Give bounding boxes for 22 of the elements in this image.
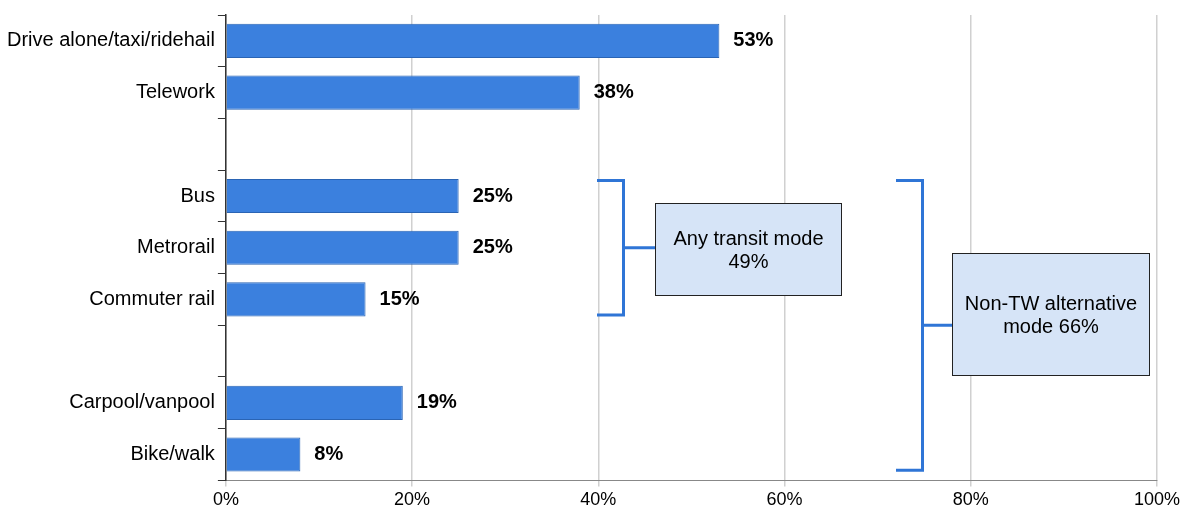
- x-tick-label: 60%: [766, 489, 803, 510]
- x-tick-label: 100%: [1133, 489, 1181, 510]
- y-tick-label: Bus: [180, 183, 215, 206]
- data-label: 19%: [416, 390, 458, 413]
- x-tick-label: 0%: [212, 489, 239, 510]
- y-tick-label: Metrorail: [137, 235, 215, 258]
- callout-box: Non-TW alternative mode 66%: [952, 253, 1150, 376]
- callout-box: Any transit mode 49%: [655, 203, 842, 296]
- data-label: 25%: [472, 235, 513, 258]
- x-tick-label: 80%: [952, 489, 989, 510]
- data-label: 15%: [379, 286, 420, 309]
- x-tick-label: 40%: [580, 489, 617, 510]
- y-tick-label: Telework: [135, 80, 216, 103]
- y-tick-label: Carpool/vanpool: [69, 390, 215, 413]
- y-tick-label: Commuter rail: [89, 286, 215, 309]
- data-label: 53%: [733, 28, 774, 51]
- x-tick-label: 20%: [394, 489, 431, 510]
- data-label: 25%: [472, 183, 513, 206]
- data-label: 38%: [593, 80, 634, 103]
- data-label: 8%: [314, 442, 344, 465]
- y-tick-label: Bike/walk: [130, 442, 216, 465]
- y-tick-label: Drive alone/taxi/ridehail: [6, 28, 215, 51]
